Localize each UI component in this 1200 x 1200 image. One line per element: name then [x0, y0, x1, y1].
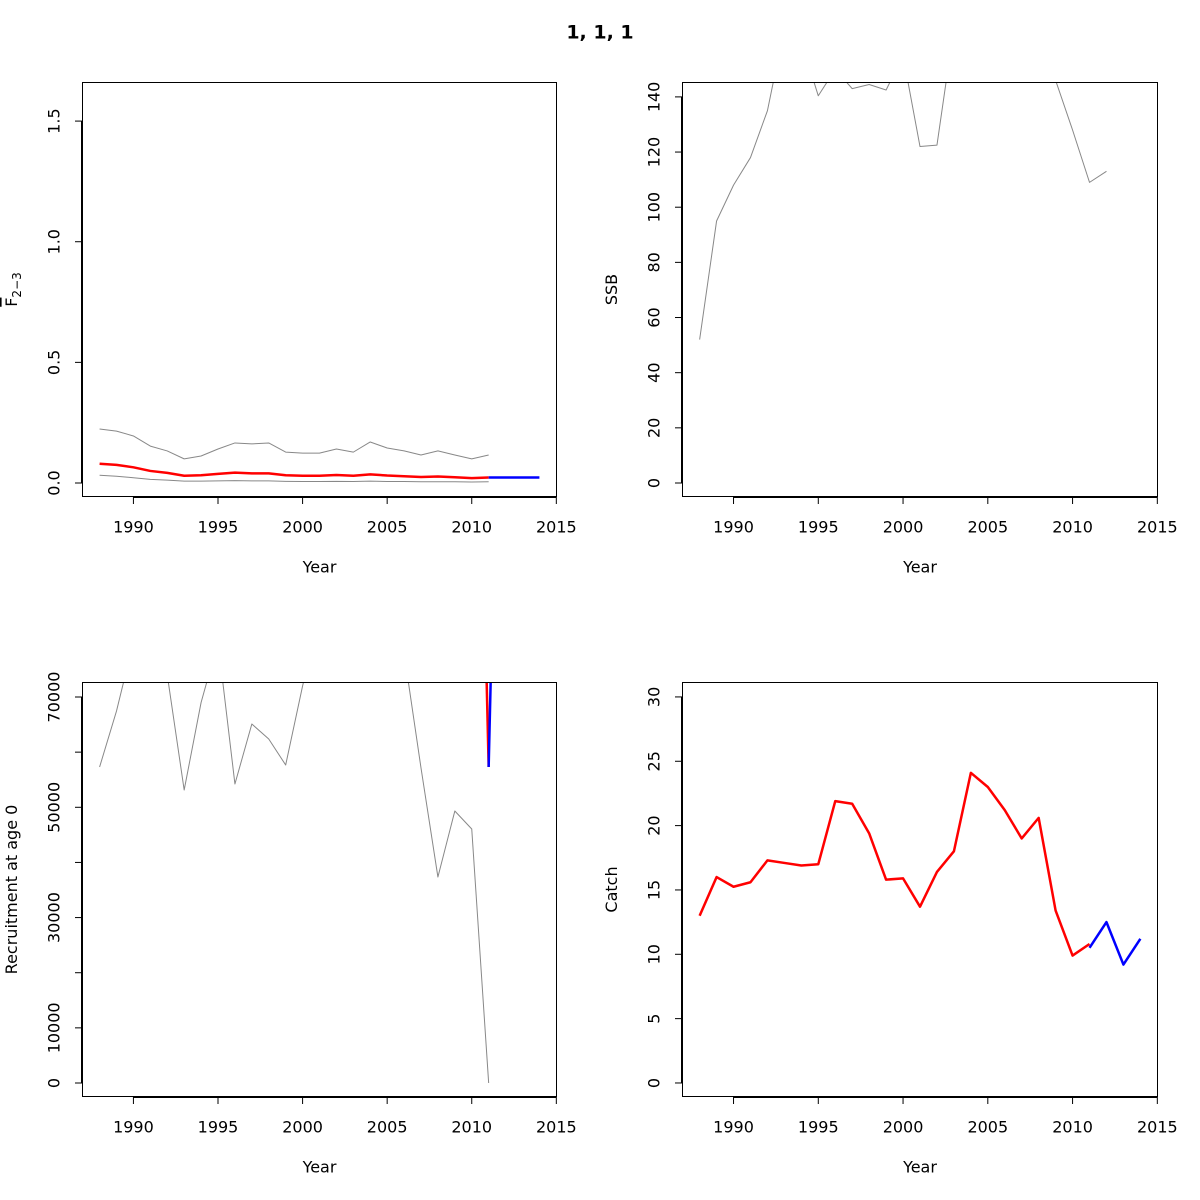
x-tick-label: 2010 — [1052, 518, 1093, 537]
x-tick-label: 1990 — [113, 1118, 154, 1137]
y-tick-label: 140 — [645, 82, 664, 113]
y-tick-label: 50000 — [45, 782, 64, 833]
figure-title: 1, 1, 1 — [566, 22, 633, 44]
x-tick-label: 2010 — [451, 518, 492, 537]
x-tick-label: 2000 — [282, 518, 323, 537]
x-axis-label: Year — [302, 558, 337, 577]
x-axis-label: Year — [902, 1158, 937, 1177]
x-tick-label: 1990 — [113, 518, 154, 537]
series-line — [699, 82, 1107, 340]
x-tick-label: 2010 — [451, 1118, 492, 1137]
x-tick-label: 2015 — [536, 1118, 577, 1137]
y-tick-label: 80 — [645, 252, 664, 272]
x-tick-label: 1995 — [198, 1118, 239, 1137]
y-axis-label-main: Catch — [602, 866, 621, 912]
panel: 1990 1995 2000 2005 2010 2015 0 5 10 15 20 25 30 Year… — [602, 682, 1178, 1177]
y-axis-label-sub: 2−3 — [10, 272, 24, 297]
y-tick-label: 30 — [645, 687, 664, 707]
y-tick-label: 60 — [645, 307, 664, 327]
series-line — [99, 428, 489, 460]
series-group — [698, 771, 1142, 966]
y-axis-label: F2−3 — [2, 272, 24, 307]
y-tick-label: 100 — [645, 192, 664, 223]
panel: 1990 1995 2000 2005 2010 2015 0 20 40 60 80 100 120 1… — [602, 82, 1178, 577]
series-line — [99, 474, 489, 483]
series-group — [699, 82, 1107, 340]
x-axis-label: Year — [902, 558, 937, 577]
x-tick-label: 1995 — [198, 518, 239, 537]
x-tick-label: 2015 — [1137, 1118, 1178, 1137]
series-line — [99, 462, 489, 480]
plot-frame — [682, 682, 1158, 1097]
y-axis-label: SSB — [602, 274, 621, 305]
x-tick-label: 1995 — [798, 1118, 839, 1137]
panel: 1990 1995 2000 2005 2010 2015 0 10000 30000 50000… — [2, 672, 577, 1177]
x-tick-label: 2000 — [883, 518, 924, 537]
y-axis-label-main: F — [2, 298, 21, 307]
x-tick-label: 2000 — [282, 1118, 323, 1137]
y-axis-label-main: SSB — [602, 274, 621, 305]
y-tick-label: 10000 — [45, 1002, 64, 1053]
y-tick-label: 1.5 — [45, 108, 64, 133]
series-line — [698, 771, 1091, 957]
y-axis-label: Catch — [602, 866, 621, 912]
y-tick-label: 0 — [45, 1078, 64, 1088]
y-axis-label: Recruitment at age 0 — [2, 805, 21, 975]
y-tick-label: 20 — [645, 815, 664, 835]
y-tick-label: 0 — [645, 1078, 664, 1088]
series-group — [99, 682, 492, 1084]
y-tick-label: 0.5 — [45, 350, 64, 375]
series-group — [99, 428, 540, 483]
x-tick-label: 2000 — [883, 1118, 924, 1137]
x-tick-label: 2005 — [967, 1118, 1008, 1137]
y-tick-label: 5 — [645, 1014, 664, 1024]
x-tick-label: 2005 — [967, 518, 1008, 537]
x-tick-label: 2010 — [1052, 1118, 1093, 1137]
y-tick-label: 10 — [645, 944, 664, 964]
y-tick-label: 0 — [645, 478, 664, 488]
x-tick-label: 1990 — [713, 1118, 754, 1137]
x-tick-label: 2015 — [536, 518, 577, 537]
x-tick-label: 2005 — [367, 1118, 408, 1137]
plot-frame — [82, 682, 557, 1097]
panel: 1990 1995 2000 2005 2010 2015 0.0 0.5 1.0 1.5 Year… — [2, 82, 577, 577]
y-tick-label: 0.0 — [45, 470, 64, 495]
x-tick-label: 1990 — [713, 518, 754, 537]
y-tick-label: 120 — [645, 137, 664, 168]
x-tick-label: 2015 — [1137, 518, 1178, 537]
x-tick-label: 2005 — [367, 518, 408, 537]
y-tick-label: 15 — [645, 880, 664, 900]
x-axis-label: Year — [302, 1158, 337, 1177]
y-tick-label: 20 — [645, 418, 664, 438]
y-tick-label: 70000 — [45, 672, 64, 723]
y-axis-label-main: Recruitment at age 0 — [2, 805, 21, 975]
series-line — [99, 682, 490, 1084]
y-tick-label: 1.0 — [45, 229, 64, 254]
y-tick-label: 30000 — [45, 892, 64, 943]
plot-frame — [82, 82, 557, 497]
x-tick-label: 1995 — [798, 518, 839, 537]
series-line — [1088, 920, 1142, 966]
plot-frame — [682, 82, 1158, 497]
y-tick-label: 40 — [645, 362, 664, 382]
y-tick-label: 25 — [645, 751, 664, 771]
